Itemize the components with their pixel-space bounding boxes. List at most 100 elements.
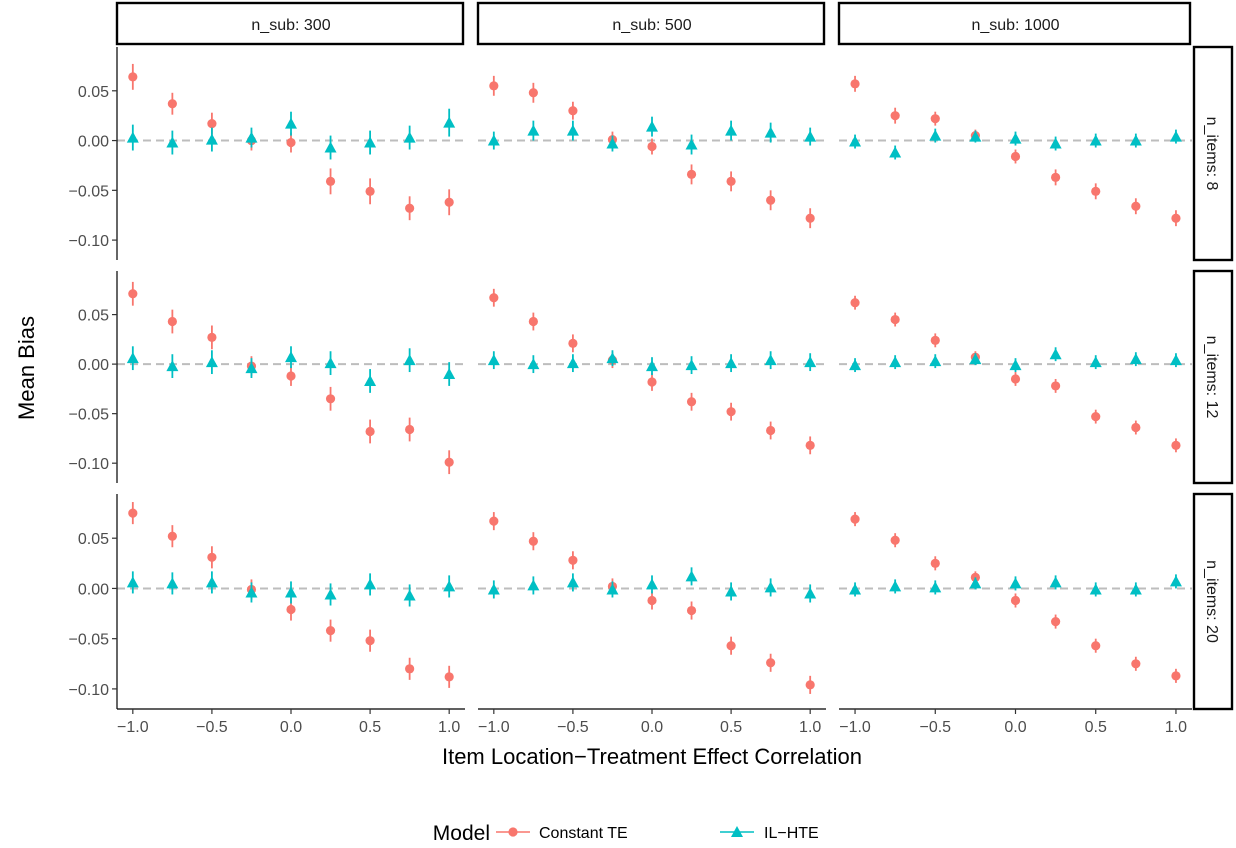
data-point-il-hte — [804, 130, 817, 142]
facet-panel — [117, 281, 465, 475]
data-point-il-hte — [606, 137, 619, 149]
facet-panel — [117, 502, 465, 688]
row-strip-box — [1192, 45, 1234, 262]
data-point-il-hte — [324, 588, 337, 600]
data-point-il-hte — [527, 579, 540, 591]
x-tick-label: −1.0 — [478, 719, 510, 736]
data-point-constant-te — [207, 552, 217, 562]
data-point-il-hte — [764, 354, 777, 366]
data-point-constant-te — [1051, 172, 1061, 182]
data-point-constant-te — [850, 298, 860, 308]
data-point-constant-te — [766, 195, 776, 205]
data-point-constant-te — [1051, 616, 1061, 627]
data-point-constant-te — [766, 425, 776, 436]
data-point-il-hte — [1129, 353, 1142, 365]
data-point-constant-te — [286, 137, 296, 148]
x-tick-label: 0.0 — [280, 719, 302, 736]
data-point-il-hte — [1009, 132, 1022, 144]
y-tick-label: 0.05 — [78, 84, 109, 101]
facet-panel — [839, 75, 1192, 227]
data-point-il-hte — [725, 585, 738, 597]
data-point-constant-te — [489, 81, 499, 91]
legend-key-constant-te — [496, 827, 530, 837]
data-point-constant-te — [128, 289, 138, 299]
facet-panels — [117, 63, 1192, 694]
x-tick-label: 0.0 — [641, 719, 663, 736]
data-point-il-hte — [929, 581, 942, 593]
data-point-constant-te — [489, 293, 499, 303]
data-point-il-hte — [646, 360, 658, 372]
data-point-il-hte — [285, 117, 297, 129]
data-point-constant-te — [286, 371, 296, 381]
data-point-constant-te — [805, 213, 815, 223]
data-point-il-hte — [849, 583, 862, 595]
data-point-il-hte — [889, 146, 902, 158]
data-point-constant-te — [1171, 671, 1181, 681]
data-point-constant-te — [890, 535, 900, 545]
x-tick-label: 0.5 — [720, 719, 742, 736]
data-point-il-hte — [1169, 575, 1182, 587]
data-point-constant-te — [930, 558, 940, 568]
y-tick-label: −0.10 — [69, 456, 110, 473]
x-tick-label: 0.5 — [359, 719, 381, 736]
data-point-il-hte — [487, 134, 500, 146]
data-point-il-hte — [566, 576, 579, 588]
data-point-il-hte — [646, 120, 658, 132]
data-point-il-hte — [566, 124, 579, 136]
data-point-il-hte — [1009, 359, 1022, 371]
y-tick-label: −0.05 — [69, 183, 110, 200]
data-point-constant-te — [1010, 595, 1021, 606]
data-point-constant-te — [686, 397, 697, 407]
data-point-il-hte — [969, 353, 982, 365]
facet-panel — [478, 288, 826, 455]
data-point-il-hte — [487, 354, 500, 366]
data-point-constant-te — [365, 636, 375, 646]
y-axis-title: Mean Bias — [14, 316, 39, 420]
data-point-il-hte — [364, 578, 377, 590]
data-point-constant-te — [167, 99, 177, 109]
data-point-il-hte — [527, 358, 540, 370]
data-point-il-hte — [364, 136, 377, 148]
data-point-constant-te — [1131, 659, 1141, 669]
axes: 0.05 0.00 −0.05 −0.10 0.05 0.00 −0.05 −0.10 0.05… — [69, 47, 1192, 736]
y-tick-label: 0.00 — [78, 134, 109, 151]
data-point-constant-te — [726, 176, 736, 186]
data-point-constant-te — [1051, 381, 1061, 391]
facet-panel — [117, 63, 465, 221]
data-point-constant-te — [1010, 374, 1021, 384]
data-point-constant-te — [325, 626, 336, 636]
data-point-il-hte — [245, 131, 258, 143]
data-point-constant-te — [365, 426, 375, 437]
data-point-il-hte — [646, 578, 658, 590]
x-tick-label: −0.5 — [196, 719, 228, 736]
data-point-constant-te — [850, 79, 860, 89]
data-point-constant-te — [1091, 412, 1101, 422]
data-point-il-hte — [245, 362, 258, 374]
y-tick-label: −0.05 — [69, 632, 110, 649]
data-point-constant-te — [207, 332, 217, 342]
facet-panel — [839, 295, 1192, 453]
data-point-il-hte — [1089, 583, 1102, 595]
data-point-constant-te — [128, 508, 138, 518]
data-point-constant-te — [568, 338, 578, 348]
data-point-constant-te — [405, 664, 415, 674]
data-point-il-hte — [969, 130, 982, 142]
x-tick-label: 1.0 — [438, 719, 460, 736]
data-point-il-hte — [1049, 348, 1062, 360]
data-point-il-hte — [969, 577, 982, 589]
data-point-constant-te — [325, 176, 336, 186]
data-point-il-hte — [205, 576, 218, 588]
row-strip-box — [1192, 269, 1234, 485]
data-point-il-hte — [403, 354, 416, 366]
data-point-il-hte — [929, 355, 942, 367]
data-point-il-hte — [205, 356, 218, 368]
y-tick-label: 0.00 — [78, 357, 109, 374]
data-point-il-hte — [929, 129, 942, 141]
data-point-il-hte — [804, 587, 817, 599]
data-point-il-hte — [285, 351, 297, 363]
data-point-il-hte — [849, 135, 862, 147]
data-point-constant-te — [686, 605, 697, 616]
legend-title: Model — [433, 822, 490, 845]
legend-key-il-hte — [720, 826, 754, 837]
legend-label-il-hte: IL−HTE — [764, 825, 819, 842]
